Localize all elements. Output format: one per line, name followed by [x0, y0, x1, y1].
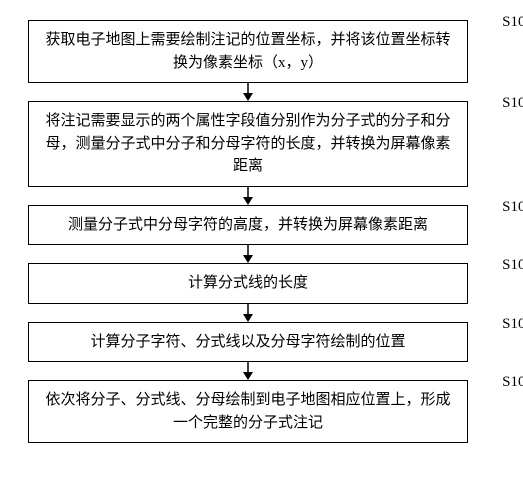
- step-box: 计算分式线的长度: [28, 263, 468, 304]
- step-row: 计算分式线的长度 S104: [20, 263, 523, 304]
- arrow: [20, 83, 476, 101]
- step-text: 获取电子地图上需要绘制注记的位置坐标，并将该位置坐标转换为像素坐标（x，y）: [41, 29, 455, 74]
- step-label: S105: [502, 316, 523, 333]
- step-row: 获取电子地图上需要绘制注记的位置坐标，并将该位置坐标转换为像素坐标（x，y） S…: [20, 20, 523, 83]
- step-box: 将注记需要显示的两个属性字段值分别作为分子式的分子和分母，测量分子式中分子和分母…: [28, 101, 468, 187]
- step-label: S106: [502, 374, 523, 391]
- step-label: S101: [502, 14, 523, 31]
- arrow: [20, 245, 476, 263]
- arrow: [20, 304, 476, 322]
- step-text: 计算分子字符、分式线以及分母字符绘制的位置: [90, 331, 405, 354]
- arrow: [20, 362, 476, 380]
- step-row: 测量分子式中分母字符的高度，并转换为屏幕像素距离 S103: [20, 205, 523, 246]
- step-text: 依次将分子、分式线、分母绘制到电子地图相应位置上，形成一个完整的分子式注记: [41, 389, 455, 434]
- step-row: 计算分子字符、分式线以及分母字符绘制的位置 S105: [20, 322, 523, 363]
- step-row: 将注记需要显示的两个属性字段值分别作为分子式的分子和分母，测量分子式中分子和分母…: [20, 101, 523, 187]
- step-label: S103: [502, 199, 523, 216]
- step-text: 计算分式线的长度: [188, 272, 308, 295]
- step-box: 计算分子字符、分式线以及分母字符绘制的位置: [28, 322, 468, 363]
- step-text: 将注记需要显示的两个属性字段值分别作为分子式的分子和分母，测量分子式中分子和分母…: [41, 110, 455, 178]
- arrow: [20, 187, 476, 205]
- flowchart-container: 获取电子地图上需要绘制注记的位置坐标，并将该位置坐标转换为像素坐标（x，y） S…: [20, 20, 523, 443]
- step-box: 依次将分子、分式线、分母绘制到电子地图相应位置上，形成一个完整的分子式注记: [28, 380, 468, 443]
- step-box: 测量分子式中分母字符的高度，并转换为屏幕像素距离: [28, 205, 468, 246]
- step-label: S102: [502, 95, 523, 112]
- step-row: 依次将分子、分式线、分母绘制到电子地图相应位置上，形成一个完整的分子式注记 S1…: [20, 380, 523, 443]
- step-label: S104: [502, 257, 523, 274]
- step-text: 测量分子式中分母字符的高度，并转换为屏幕像素距离: [68, 214, 428, 237]
- step-box: 获取电子地图上需要绘制注记的位置坐标，并将该位置坐标转换为像素坐标（x，y）: [28, 20, 468, 83]
